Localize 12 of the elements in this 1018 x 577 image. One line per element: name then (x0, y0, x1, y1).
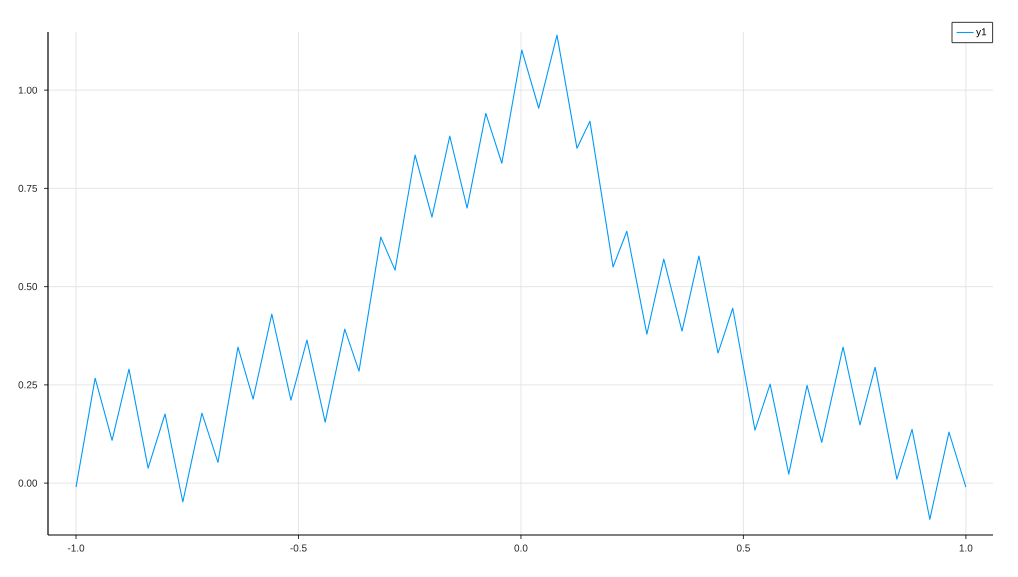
x-tick-label: -0.5 (290, 544, 307, 552)
y-tick-label: 0.75 (18, 184, 38, 192)
y-tick-label: 1.00 (18, 86, 38, 94)
x-tick-label: 0.5 (736, 544, 750, 552)
legend-label: y1 (976, 28, 987, 38)
x-tick-label: -1.0 (67, 544, 85, 552)
line-series (75, 34, 967, 520)
x-tick-label: 1.0 (959, 544, 973, 552)
x-tick-label: 0.0 (514, 544, 528, 552)
y-tick-label: 0.25 (18, 381, 38, 389)
y-tick-label: 0.50 (18, 283, 38, 291)
y-tick-label: 0.00 (18, 479, 38, 487)
